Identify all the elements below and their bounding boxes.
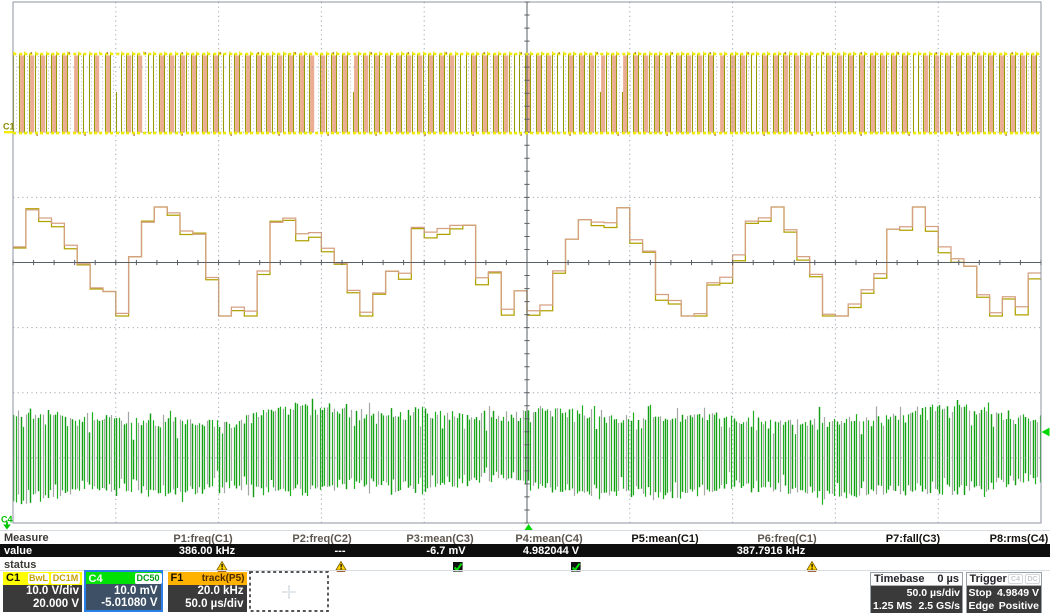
svg-text:C4: C4: [1, 515, 13, 525]
svg-text:C1: C1: [3, 122, 15, 132]
